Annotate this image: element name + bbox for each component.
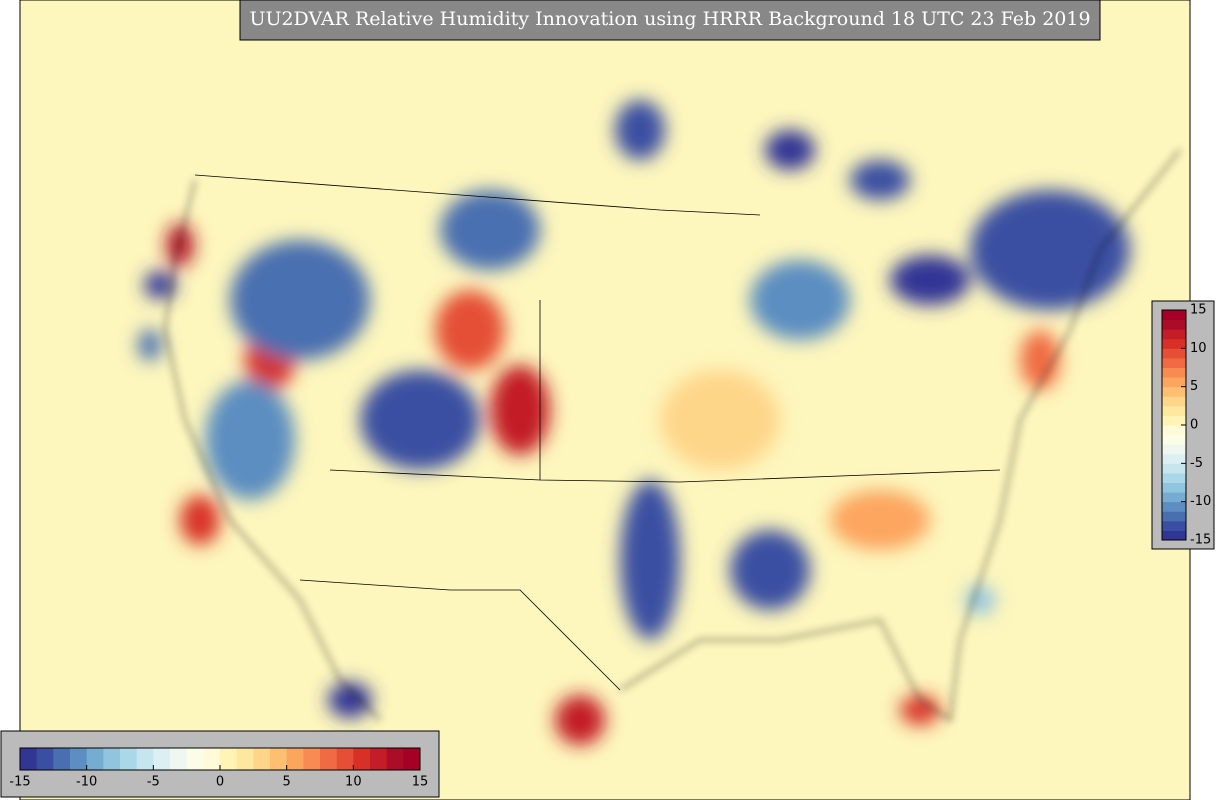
- colorbar-segment: [1162, 444, 1186, 455]
- colorbar-segment: [386, 748, 404, 770]
- colorbar-segment: [53, 748, 71, 770]
- colorbar-tick-label: 15: [412, 775, 429, 790]
- colorbar-tick-label: 0: [216, 775, 224, 790]
- colorbar-segment: [186, 748, 204, 770]
- colorbar-segment: [1162, 463, 1186, 474]
- colorbar-segment: [1162, 520, 1186, 531]
- colorbar-tick-label: -15: [1190, 533, 1211, 548]
- colorbar-segment: [1162, 329, 1186, 340]
- colorbar-segment: [1162, 434, 1186, 445]
- colorbar-segment: [1162, 367, 1186, 378]
- title-box: [239, 0, 1101, 41]
- colorbar-segment: [1162, 511, 1186, 522]
- colorbar-segment: [1162, 425, 1186, 436]
- colorbar-segment: [86, 748, 104, 770]
- colorbar-segment: [1162, 377, 1186, 388]
- colorbar-segment: [236, 748, 254, 770]
- colorbar-segment: [1162, 396, 1186, 407]
- colorbar-segment: [1162, 453, 1186, 464]
- colorbar-segment: [153, 748, 171, 770]
- coastlines: [164, 149, 1181, 722]
- colorbar-segment: [70, 748, 88, 770]
- colorbar-segment: [270, 748, 288, 770]
- colorbar-tick-label: -10: [1190, 494, 1211, 509]
- colorbar-segment: [1162, 415, 1186, 426]
- colorbar-tick-label: 10: [1190, 341, 1207, 356]
- colorbar-segment: [1162, 357, 1186, 368]
- colorbar-segment: [36, 748, 54, 770]
- colorbar-segment: [303, 748, 321, 770]
- colorbar-segment: [336, 748, 354, 770]
- colorbar-segment: [20, 748, 38, 770]
- colorbar-segment: [120, 748, 138, 770]
- colorbar-tick-label: -15: [9, 775, 30, 790]
- borders: [194, 174, 1001, 691]
- colorbar-segment: [1162, 492, 1186, 503]
- colorbar-tick-label: 5: [283, 775, 291, 790]
- colorbar-segment: [1162, 530, 1186, 541]
- colorbar-segment: [253, 748, 271, 770]
- colorbar-segment: [1162, 348, 1186, 359]
- colorbar-segment: [1162, 472, 1186, 483]
- colorbar-segment: [1162, 310, 1186, 321]
- map-title: UU2DVAR Relative Humidity Innovation usi…: [249, 8, 1090, 30]
- colorbar-segment: [1162, 386, 1186, 397]
- colorbar-tick-label: -5: [1190, 456, 1203, 471]
- colorbar-segment: [1162, 338, 1186, 349]
- humidity-field: [138, 100, 1130, 745]
- colorbar-tick-label: -10: [76, 775, 97, 790]
- colorbar-tick-label: 10: [345, 775, 362, 790]
- colorbar-segment: [1162, 405, 1186, 416]
- colorbar-segment: [320, 748, 338, 770]
- colorbars: -15 -15 -10 -10 -5 -5 0 0 5 5 10 10 15 15: [9, 303, 1211, 790]
- colorbar-segment: [1162, 319, 1186, 330]
- colorbar-tick-label: 5: [1190, 379, 1198, 394]
- colorbar-segment: [286, 748, 304, 770]
- colorbar-segment: [1162, 482, 1186, 493]
- map-background: [20, 0, 1190, 800]
- colorbar-segment: [403, 748, 421, 770]
- colorbar-segment: [170, 748, 188, 770]
- colorbar-tick-label: 15: [1190, 303, 1207, 318]
- colorbar-segment: [353, 748, 371, 770]
- colorbar-segment: [1162, 501, 1186, 512]
- colorbar-segment: [136, 748, 154, 770]
- colorbar-tick-label: 0: [1190, 418, 1198, 433]
- colorbar-tick-label: -5: [147, 775, 160, 790]
- colorbar-segment: [103, 748, 121, 770]
- colorbar-segment: [220, 748, 238, 770]
- colorbar-segment: [203, 748, 221, 770]
- colorbar-segment: [370, 748, 388, 770]
